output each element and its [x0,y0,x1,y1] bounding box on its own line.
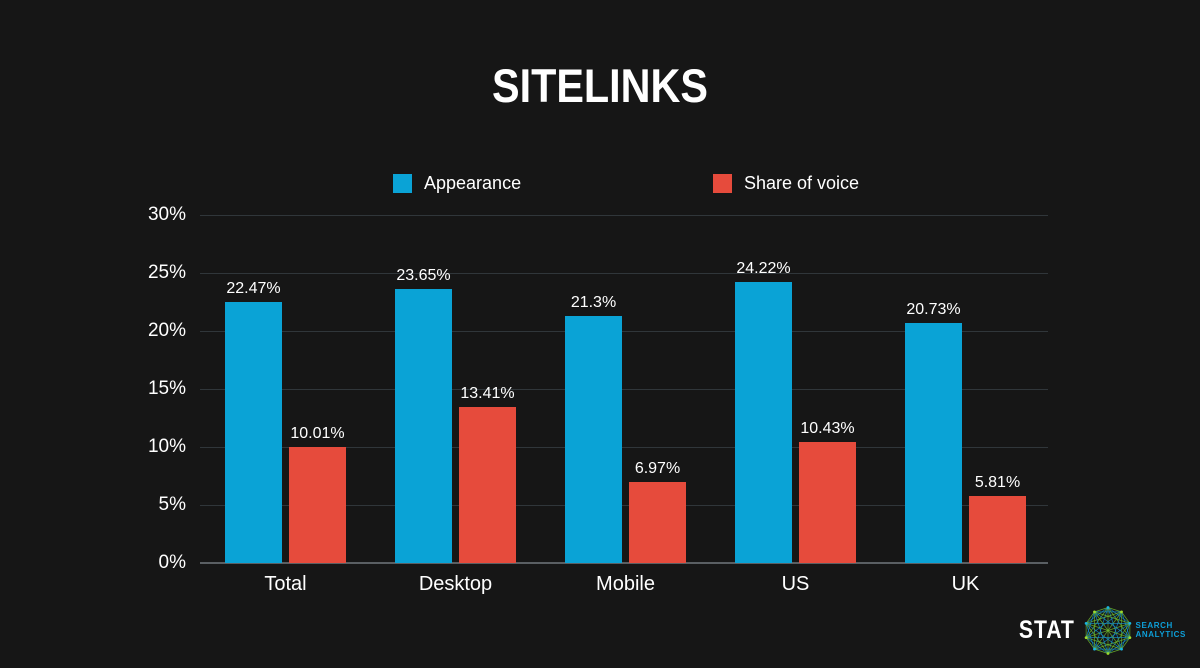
x-axis-category-label: Total [264,573,307,595]
bar-share-of-voice-mobile [629,482,686,563]
stat-logo-tagline-line1: SEARCH [1135,621,1173,630]
bar-share-of-voice-uk [969,495,1026,563]
legend-swatch-icon [713,173,732,193]
bar-value-label: 13.41% [460,385,515,403]
stat-logo-tagline-line2: ANALYTICS [1135,630,1186,639]
x-axis-category-label: Mobile [596,573,655,595]
legend-label: Appearance [424,172,522,193]
legend-label: Share of voice [744,172,860,193]
stat-search-analytics-logo: STAT SEARCH ANALYTICS [1014,604,1186,656]
legend-item-share-of-voice: Share of voice [713,172,859,194]
bar-share-of-voice-desktop [459,407,516,563]
bar-value-label: 5.81% [974,473,1021,491]
y-axis-tick-label: 25% [147,262,186,283]
gridline-25pct [200,273,1048,274]
y-axis-tick-label: 20% [147,320,186,341]
gridline-20pct [200,331,1048,332]
stat-logo-sphere-icon [1084,606,1131,655]
y-axis-tick-label: 5% [158,494,186,515]
bar-value-label: 10.01% [290,424,345,442]
bar-value-label: 24.22% [736,260,791,278]
x-axis-baseline [200,562,1048,564]
x-axis-category-label: US [781,573,810,595]
gridline-30pct [200,215,1048,216]
gridline-5pct [200,505,1048,506]
bar-value-label: 6.97% [634,460,681,478]
chart-title: SITELINKS [491,59,709,112]
bar-share-of-voice-us [799,442,856,563]
y-axis-tick-label: 10% [147,436,186,457]
bar-share-of-voice-total [289,446,346,563]
bar-appearance-desktop [395,288,452,563]
x-axis-category-label: Desktop [418,573,493,595]
gridline-10pct [200,447,1048,448]
stat-logo-text: STAT [1018,615,1075,644]
bar-value-label: 20.73% [906,300,961,318]
y-axis-tick-label: 15% [147,378,186,399]
plot-area: 22.47% 10.01% 23.65% 13.41% 21.3% 6.97% 24.22%… [200,215,1048,564]
bar-appearance-uk [905,322,962,563]
bar-appearance-mobile [565,315,622,563]
bar-value-label: 10.43% [800,420,855,438]
y-axis-tick-label: 30% [147,204,186,225]
x-axis-category-label: UK [951,573,980,595]
bar-value-label: 21.3% [570,293,617,311]
bar-value-label: 23.65% [396,266,451,284]
bar-appearance-total [225,302,282,563]
bar-appearance-us [735,282,792,563]
y-axis-tick-label: 0% [158,552,186,573]
stat-logo-tagline: SEARCH ANALYTICS [1136,621,1186,639]
gridline-15pct [200,389,1048,390]
bar-value-label: 22.47% [226,280,281,298]
legend-swatch-icon [393,173,412,193]
legend-item-appearance: Appearance [393,172,521,194]
